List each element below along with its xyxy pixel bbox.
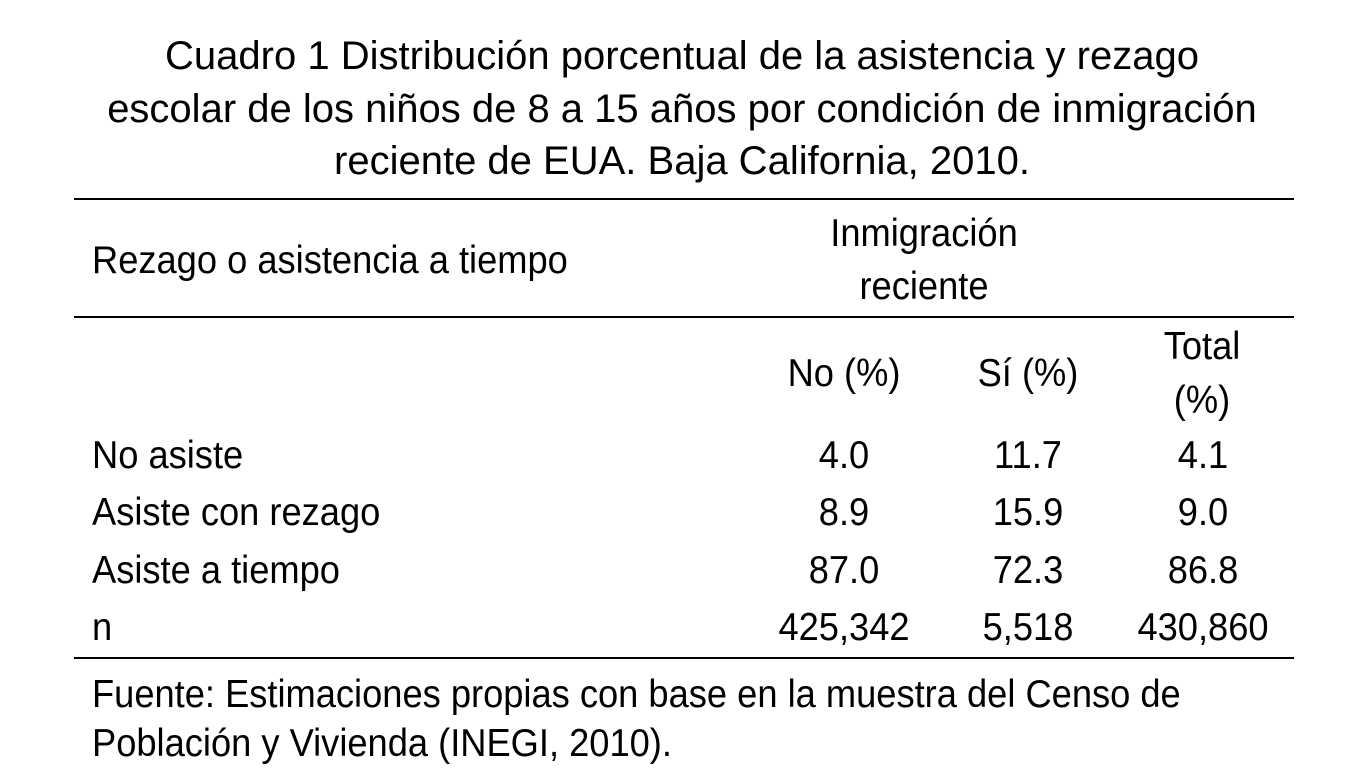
table-title-line-3: reciente de EUA. Baja California, 2010. [334,139,1030,183]
row-label: n [92,606,113,649]
source-note-line-2: Población y Vivienda (INEGI, 2010). [92,722,672,765]
top-rule [74,198,1294,200]
table-title-line-1: Cuadro 1 Distribución porcentual de la a… [165,34,1199,78]
table-cell: 9.0 [1177,491,1229,534]
table-cell: 5,518 [982,606,1074,649]
table-cell: 425,342 [778,606,910,649]
column-header-si: Sí (%) [977,352,1079,395]
table-cell: 15.9 [992,491,1064,534]
bottom-rule [74,657,1294,659]
source-note-line-1: Fuente: Estimaciones propias con base en… [92,673,1181,716]
table-cell: 4.1 [1177,434,1229,477]
row-label: No asiste [92,434,244,477]
header-rule [74,316,1294,318]
column-header-total-unit: (%) [1173,379,1231,422]
group-header-line-1: Inmigración [830,212,1018,255]
group-header-line-2: reciente [859,265,989,308]
table-cell: 86.8 [1167,549,1239,592]
column-header-no: No (%) [787,352,901,395]
column-header-total: Total [1163,325,1241,368]
table-cell: 11.7 [994,434,1062,477]
row-header: Rezago o asistencia a tiempo [92,239,568,282]
row-label: Asiste a tiempo [92,549,340,592]
table-cell: 4.0 [818,434,870,477]
table-cell: 430,860 [1137,606,1269,649]
row-label: Asiste con rezago [92,491,381,534]
table-cell: 8.9 [818,491,870,534]
table-title-line-2: escolar de los niños de 8 a 15 años por … [107,87,1257,131]
table-cell: 87.0 [808,549,880,592]
table-cell: 72.3 [992,549,1064,592]
